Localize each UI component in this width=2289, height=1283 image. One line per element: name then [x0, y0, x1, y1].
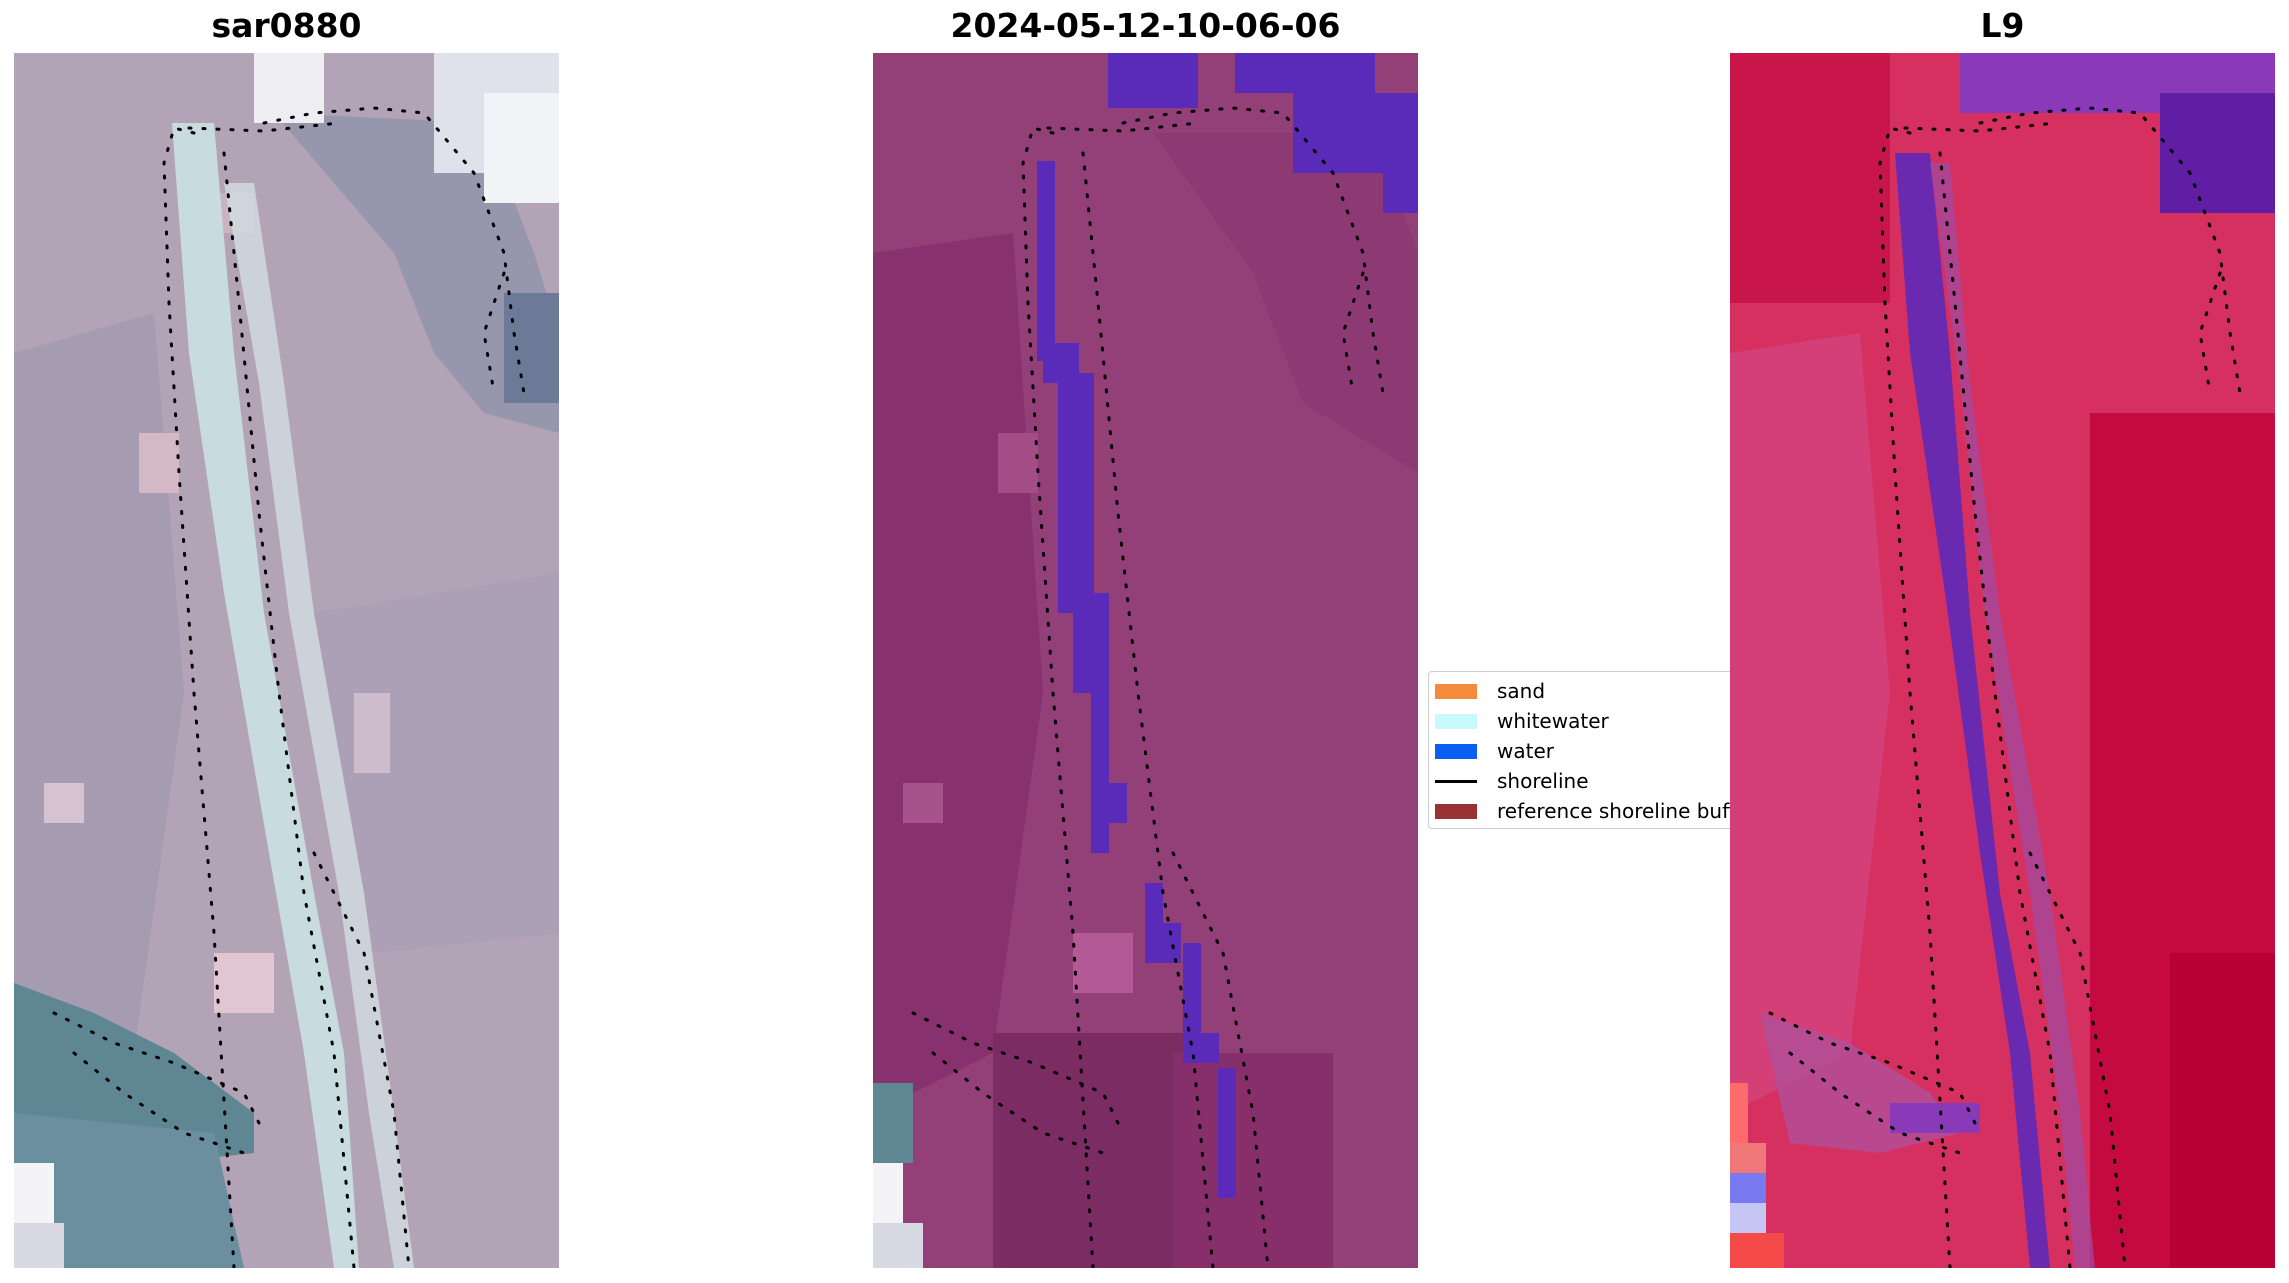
- legend-label-sand: sand: [1497, 679, 1546, 703]
- legend-label-whitewater: whitewater: [1497, 709, 1609, 733]
- sand-swatch-icon: [1435, 683, 1477, 699]
- legend: sand whitewater water shoreline referenc…: [1428, 671, 1748, 829]
- water-swatch-icon: [1435, 743, 1477, 759]
- legend-item-sand: sand: [1435, 676, 1545, 706]
- legend-label-reference-buffer: reference shoreline buffer: [1497, 799, 1748, 823]
- legend-label-shoreline: shoreline: [1497, 769, 1589, 793]
- landsat-image: [1730, 53, 2275, 1268]
- reference-buffer-swatch-icon: [1435, 803, 1477, 819]
- legend-label-water: water: [1497, 739, 1554, 763]
- panel-title-classification: 2024-05-12-10-06-06: [950, 6, 1341, 45]
- legend-item-reference-buffer: reference shoreline buffer: [1435, 796, 1748, 826]
- legend-item-water: water: [1435, 736, 1554, 766]
- rgb-satellite-image: [14, 53, 559, 1268]
- whitewater-swatch-icon: [1435, 713, 1477, 729]
- legend-item-shoreline: shoreline: [1435, 766, 1589, 796]
- shoreline-line-icon: [1435, 779, 1477, 783]
- panel-title-rgb: sar0880: [211, 6, 362, 45]
- classification-image: [873, 53, 1418, 1268]
- legend-item-whitewater: whitewater: [1435, 706, 1609, 736]
- panel-title-landsat: L9: [1980, 6, 2025, 45]
